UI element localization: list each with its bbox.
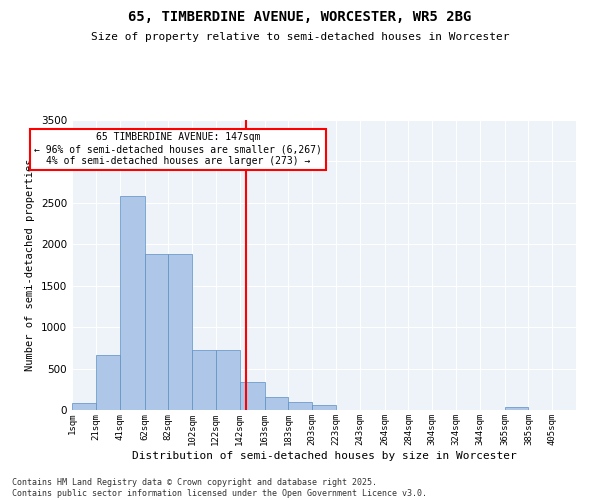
Text: 65 TIMBERDINE AVENUE: 147sqm
← 96% of semi-detached houses are smaller (6,267)
4: 65 TIMBERDINE AVENUE: 147sqm ← 96% of se… <box>34 132 322 166</box>
Bar <box>289 402 312 410</box>
Text: Contains HM Land Registry data © Crown copyright and database right 2025.
Contai: Contains HM Land Registry data © Crown c… <box>12 478 427 498</box>
X-axis label: Distribution of semi-detached houses by size in Worcester: Distribution of semi-detached houses by … <box>131 450 517 460</box>
Bar <box>119 196 145 410</box>
Bar <box>145 254 168 410</box>
Bar <box>192 350 216 410</box>
Bar <box>239 382 265 410</box>
Bar <box>96 356 119 410</box>
Bar <box>216 350 239 410</box>
Bar <box>168 254 192 410</box>
Bar <box>312 405 336 410</box>
Y-axis label: Number of semi-detached properties: Number of semi-detached properties <box>25 159 35 371</box>
Bar <box>265 396 289 410</box>
Bar <box>72 404 96 410</box>
Text: 65, TIMBERDINE AVENUE, WORCESTER, WR5 2BG: 65, TIMBERDINE AVENUE, WORCESTER, WR5 2B… <box>128 10 472 24</box>
Bar <box>505 406 529 410</box>
Text: Size of property relative to semi-detached houses in Worcester: Size of property relative to semi-detach… <box>91 32 509 42</box>
